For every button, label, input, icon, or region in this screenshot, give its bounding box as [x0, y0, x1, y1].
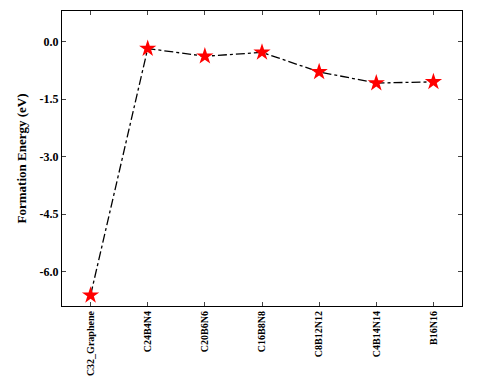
- svg-text:C8B12N12: C8B12N12: [313, 311, 324, 357]
- svg-text:C4B14N14: C4B14N14: [371, 311, 382, 357]
- svg-text:-3.0: -3.0: [40, 150, 59, 164]
- svg-text:C24B4N4: C24B4N4: [142, 311, 153, 352]
- svg-text:0.0: 0.0: [44, 35, 59, 49]
- svg-text:-1.5: -1.5: [40, 92, 59, 106]
- svg-text:B16N16: B16N16: [428, 311, 439, 345]
- svg-text:Formation Energy (eV): Formation Energy (eV): [14, 94, 29, 224]
- svg-text:C32_Graphene: C32_Graphene: [85, 311, 96, 377]
- svg-text:C20B6N6: C20B6N6: [199, 311, 210, 352]
- svg-text:-6.0: -6.0: [40, 265, 59, 279]
- svg-text:-4.5: -4.5: [40, 207, 59, 221]
- svg-text:C16B8N8: C16B8N8: [256, 311, 267, 352]
